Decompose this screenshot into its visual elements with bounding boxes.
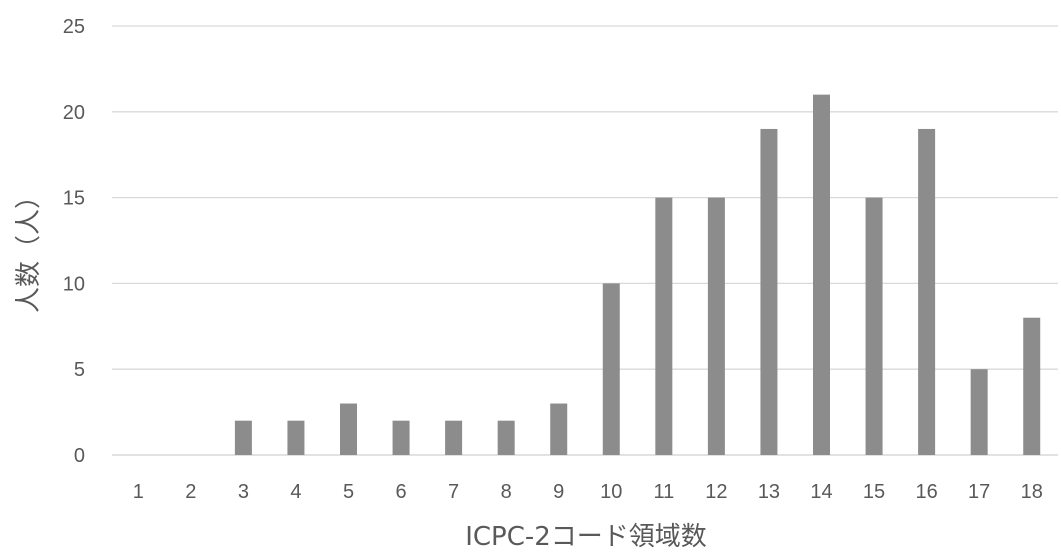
x-axis-title: ICPC-2コード領域数 <box>465 522 707 552</box>
y-tick-label: 20 <box>63 102 85 124</box>
bar-5 <box>340 403 357 455</box>
y-tick-labels: 0 5 10 15 20 25 <box>63 16 85 467</box>
bar-17 <box>970 369 988 455</box>
x-tick-label: 9 <box>553 481 564 503</box>
x-tick-label: 15 <box>863 481 885 503</box>
x-tick-label: 1 <box>133 481 144 503</box>
bars <box>234 94 1041 455</box>
x-tick-label: 10 <box>600 481 622 503</box>
bar-15 <box>865 197 883 455</box>
bar-12 <box>707 197 725 455</box>
bar-14 <box>813 94 830 455</box>
x-tick-label: 4 <box>290 481 301 503</box>
x-tick-label: 2 <box>185 481 196 503</box>
gridlines <box>112 25 1058 456</box>
y-axis-title: 人数（人） <box>14 183 44 313</box>
bar-11 <box>655 197 673 455</box>
bar-3 <box>234 420 252 455</box>
bar-16 <box>918 128 936 455</box>
y-tick-label: 5 <box>74 359 85 381</box>
x-tick-label: 5 <box>343 481 354 503</box>
bar-10 <box>602 283 620 455</box>
x-tick-label: 11 <box>653 481 674 503</box>
x-tick-label: 16 <box>915 481 937 503</box>
x-tick-label: 17 <box>968 481 990 503</box>
bar-9 <box>550 403 568 455</box>
x-tick-label: 14 <box>810 481 832 503</box>
y-tick-label: 0 <box>74 445 85 467</box>
bar-8 <box>497 420 515 455</box>
x-tick-label: 8 <box>501 481 512 503</box>
bar-4 <box>287 420 305 455</box>
y-tick-label: 15 <box>63 188 85 210</box>
x-tick-label: 13 <box>758 481 780 503</box>
x-tick-label: 6 <box>395 481 406 503</box>
bar-6 <box>392 420 410 455</box>
x-tick-label: 3 <box>238 481 249 503</box>
y-tick-label: 10 <box>63 273 85 295</box>
x-tick-label: 7 <box>448 481 459 503</box>
y-tick-label: 25 <box>63 16 85 38</box>
x-tick-labels: 1 2 3 4 5 6 7 8 9 10 11 12 13 14 15 16 17 18 <box>133 481 1043 503</box>
bar-7 <box>445 420 463 455</box>
bar-18 <box>1023 317 1041 455</box>
x-tick-label: 12 <box>705 481 727 503</box>
bar-13 <box>760 128 778 455</box>
x-tick-label: 18 <box>1021 481 1043 503</box>
